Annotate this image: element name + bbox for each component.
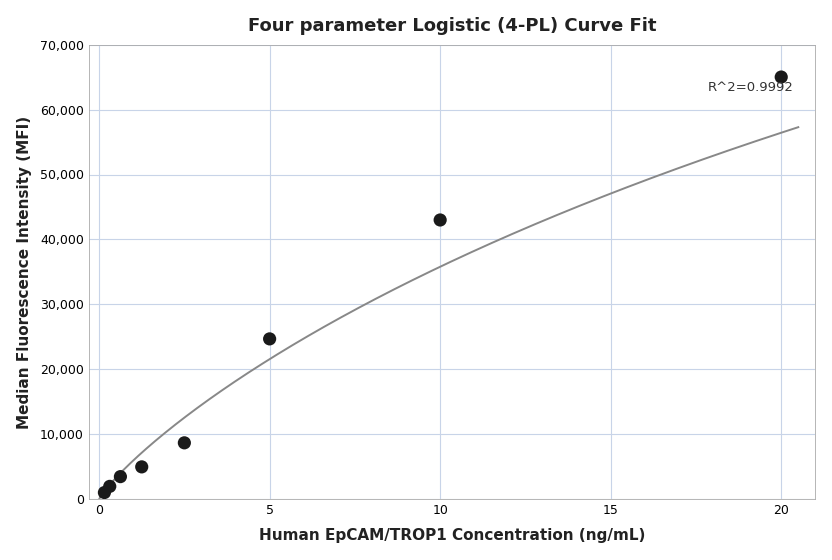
Y-axis label: Median Fluorescence Intensity (MFI): Median Fluorescence Intensity (MFI) [17, 115, 32, 428]
Title: Four parameter Logistic (4-PL) Curve Fit: Four parameter Logistic (4-PL) Curve Fit [248, 17, 656, 35]
Point [114, 472, 127, 481]
Point [103, 482, 116, 491]
Point [97, 488, 111, 497]
Text: R^2=0.9992: R^2=0.9992 [708, 81, 794, 94]
Point [263, 334, 276, 343]
Point [433, 216, 447, 225]
Point [775, 73, 788, 82]
Point [178, 438, 191, 447]
X-axis label: Human EpCAM/TROP1 Concentration (ng/mL): Human EpCAM/TROP1 Concentration (ng/mL) [259, 528, 646, 543]
Point [135, 463, 148, 472]
